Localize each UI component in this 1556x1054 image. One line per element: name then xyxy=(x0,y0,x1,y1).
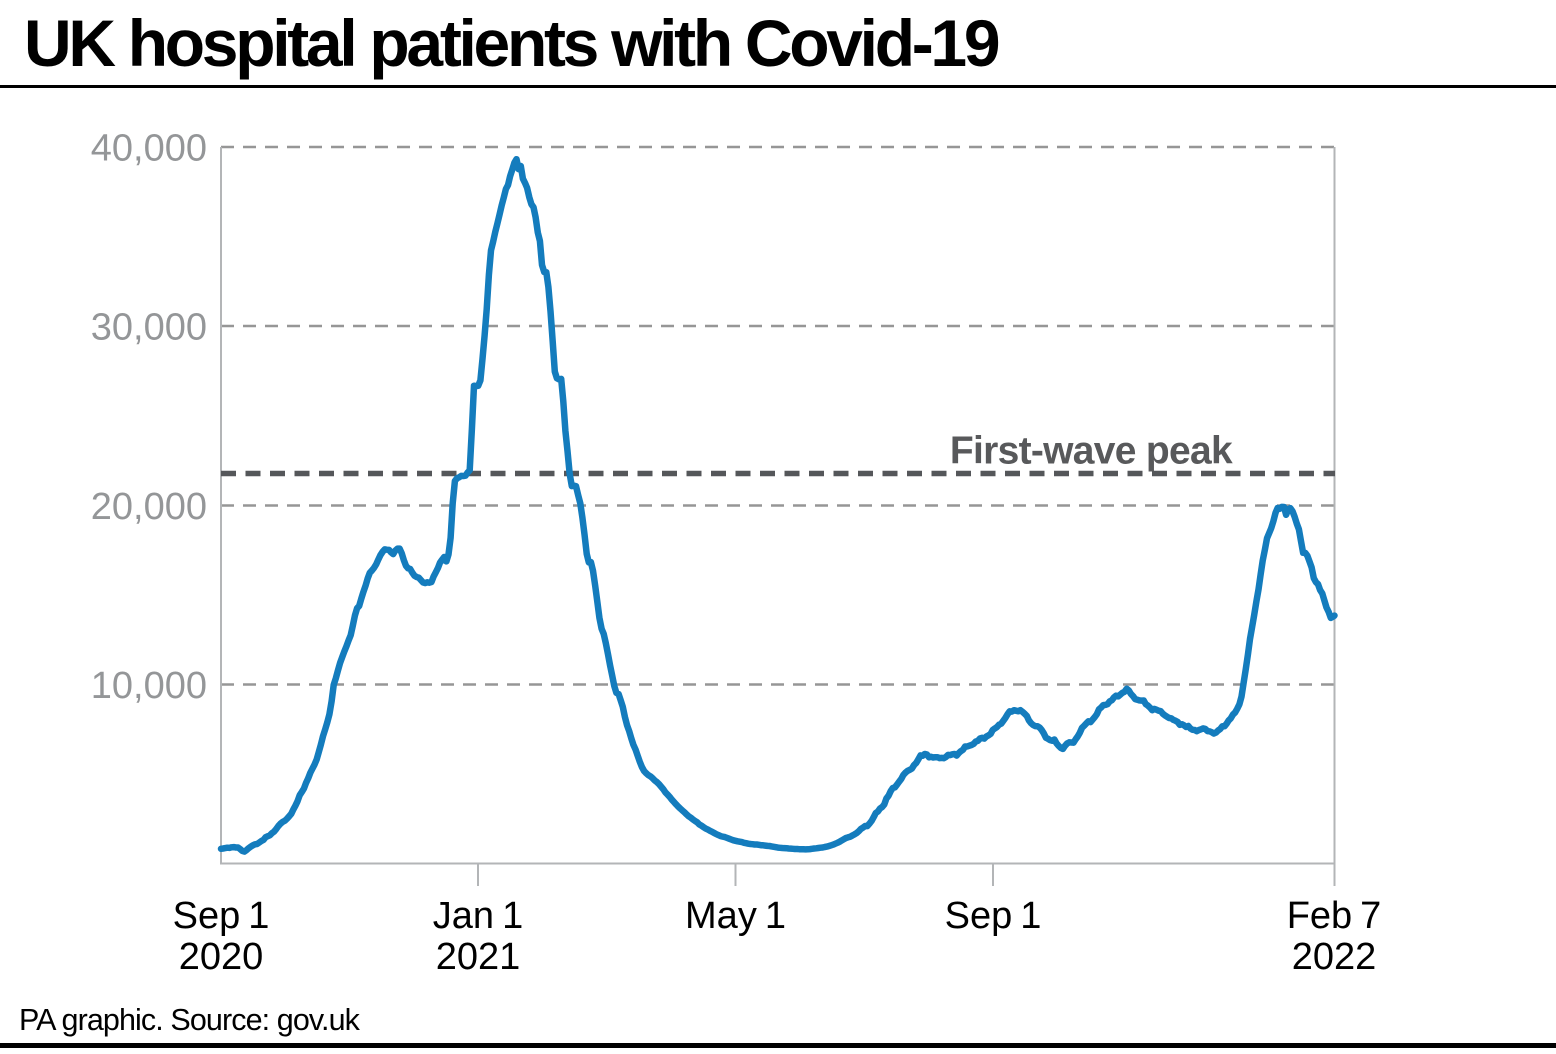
svg-text:2020: 2020 xyxy=(179,936,264,978)
svg-text:First-wave peak: First-wave peak xyxy=(950,430,1233,473)
svg-text:2021: 2021 xyxy=(436,936,521,978)
svg-text:10,000: 10,000 xyxy=(91,665,207,707)
svg-text:30,000: 30,000 xyxy=(91,307,207,349)
svg-text:20,000: 20,000 xyxy=(91,486,207,528)
svg-text:2022: 2022 xyxy=(1292,936,1377,978)
svg-text:PA graphic. Source: gov.uk: PA graphic. Source: gov.uk xyxy=(19,1003,361,1037)
svg-text:UK hospital patients with Covi: UK hospital patients with Covid-19 xyxy=(24,6,999,80)
svg-text:40,000: 40,000 xyxy=(91,128,207,170)
